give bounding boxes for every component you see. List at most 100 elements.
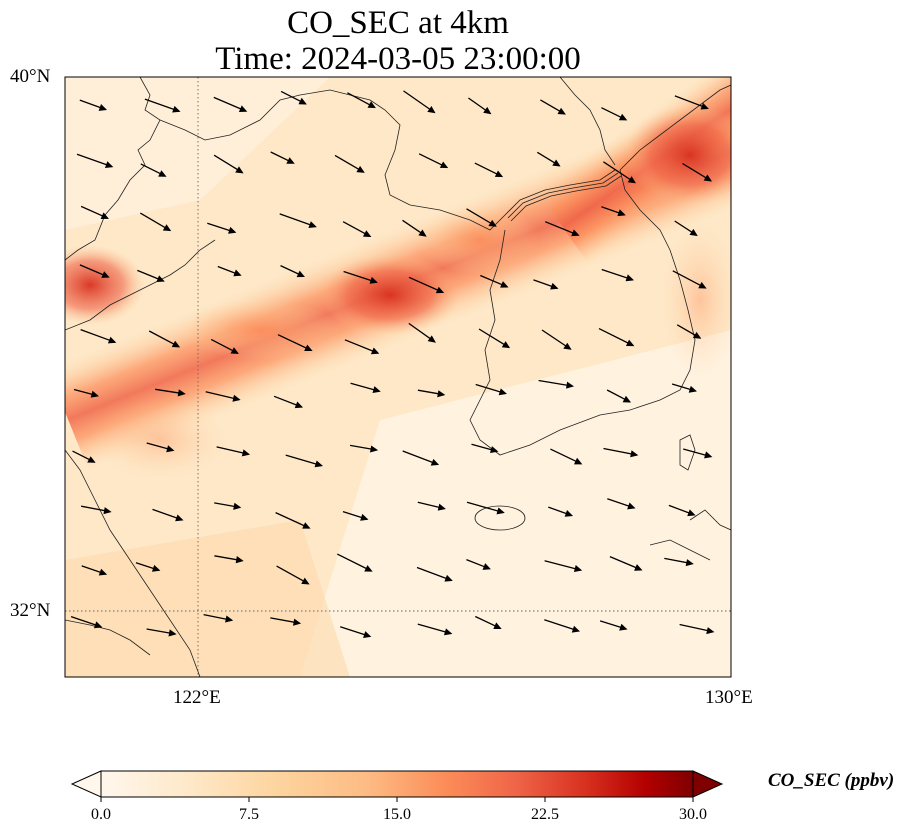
wind-arrow-head <box>617 209 626 217</box>
wind-arrow-head <box>286 157 295 164</box>
colorbar-tick-4: 30.0 <box>679 806 707 823</box>
wind-arrow-head <box>294 401 304 409</box>
map-title-line2: Time: 2024-03-05 23:00:00 <box>215 41 581 77</box>
wind-arrow-head <box>107 336 117 344</box>
wind-arrow-head <box>304 344 313 352</box>
wind-arrow-head <box>362 230 372 238</box>
wind-arrow <box>337 553 372 572</box>
wind-arrow <box>544 560 581 571</box>
wind-arrow-head <box>630 450 639 458</box>
wind-arrow-head <box>232 394 241 402</box>
wind-arrow-head <box>100 212 109 219</box>
map-frame <box>64 76 732 678</box>
wind-arrow-head <box>563 342 572 350</box>
wind-arrow-head <box>706 627 715 635</box>
lon-tick-130: 130°E <box>705 687 753 708</box>
wind-arrow-head <box>552 159 561 167</box>
wind-arrow-head <box>571 625 581 633</box>
wind-arrow-head <box>98 104 108 111</box>
wind-arrow-head <box>172 105 181 113</box>
colorbar-tick-1: 7.5 <box>239 806 259 823</box>
wind-arrow-head <box>156 275 165 283</box>
wind-arrow-head <box>369 276 378 284</box>
wind-arrow <box>408 276 444 293</box>
wind-arrow-head <box>372 386 381 394</box>
wind-arrow-head <box>360 513 369 521</box>
wind-arrow-head <box>296 270 305 278</box>
wind-arrow-head <box>228 226 237 234</box>
wind-arrow-head <box>103 507 112 515</box>
wind-arrow-head <box>363 631 372 638</box>
wind-arrow-head <box>692 331 702 339</box>
wind-arrow-head <box>308 221 317 228</box>
wind-arrow-head <box>443 628 453 636</box>
colorbar-tick-0: 0.0 <box>91 806 111 823</box>
wind-arrow-head <box>627 176 636 184</box>
wind-arrow <box>402 450 438 466</box>
wind-arrow-head <box>565 381 575 389</box>
wind-arrow-head <box>356 165 365 173</box>
wind-arrow-head <box>700 102 709 110</box>
wind-arrow <box>603 161 636 184</box>
wind-arrow-head <box>571 229 580 237</box>
wind-arrow-head <box>230 347 239 354</box>
wind-arrow-head <box>292 618 302 626</box>
wind-arrow-head <box>177 389 186 397</box>
wind-arrow-head <box>564 510 574 517</box>
wind-arrow-head <box>437 503 446 511</box>
wind-arrow-head <box>439 161 449 169</box>
wind-arrow <box>277 334 312 351</box>
wind-arrow-head <box>444 574 453 582</box>
wind-arrow-head <box>687 509 696 517</box>
wind-arrow-head <box>151 564 161 572</box>
wind-arrow-head <box>573 457 583 465</box>
wind-arrow-head <box>158 170 167 177</box>
wind-arrow-head <box>500 281 509 288</box>
wind-arrow-head <box>364 565 373 572</box>
wind-arrow-head <box>235 166 244 174</box>
lon-tick-122: 122°E <box>173 687 221 708</box>
wind-arrow-head <box>427 335 436 343</box>
wind-arrow-head <box>557 107 566 115</box>
wind-arrow <box>285 454 322 467</box>
wind-arrow-head <box>168 629 177 637</box>
wind-arrow-head <box>418 229 427 237</box>
wind-arrow-head <box>625 274 634 282</box>
wind-arrow-head <box>550 282 559 290</box>
colorbar-label: CO_SEC (ppbv) <box>768 770 895 791</box>
wind-arrow <box>672 270 706 289</box>
lat-tick-32: 32°N <box>10 600 51 621</box>
wind-arrow-head <box>238 105 248 112</box>
wind-arrow-head <box>689 228 698 237</box>
wind-arrow <box>544 619 579 632</box>
concentration-field <box>65 77 731 677</box>
wind-arrow-head <box>704 451 713 459</box>
wind-arrow-head <box>162 224 172 232</box>
wind-arrow-head <box>622 395 632 403</box>
wind-arrow-head <box>369 445 379 453</box>
wind-arrow-head <box>619 623 628 631</box>
wind-arrow-head <box>493 622 502 629</box>
wind-arrow <box>76 153 113 168</box>
wind-arrow-head <box>93 621 103 629</box>
wind-arrow-head <box>90 390 99 398</box>
wind-arrow-head <box>501 341 511 349</box>
colorbar-tick-2: 15.0 <box>383 806 411 823</box>
wind-arrow-head <box>482 563 491 570</box>
wind-arrow-head <box>498 388 507 396</box>
wind-arrow-head <box>370 347 380 355</box>
wind-arrow-head <box>435 286 445 294</box>
wind-arrow-head <box>298 97 307 105</box>
wind-arrow <box>403 90 435 113</box>
wind-arrow-head <box>573 565 583 573</box>
wind-arrow-head <box>101 271 110 278</box>
wind-arrow-head <box>483 106 492 115</box>
wind-arrow-head <box>489 446 499 454</box>
wind-arrow-head <box>618 113 628 121</box>
wind-arrow-head <box>698 281 707 289</box>
colorbar <box>70 770 724 802</box>
wind-arrow-head <box>233 269 242 277</box>
wind-arrow-head <box>634 564 643 571</box>
wind-arrow-head <box>104 161 114 168</box>
